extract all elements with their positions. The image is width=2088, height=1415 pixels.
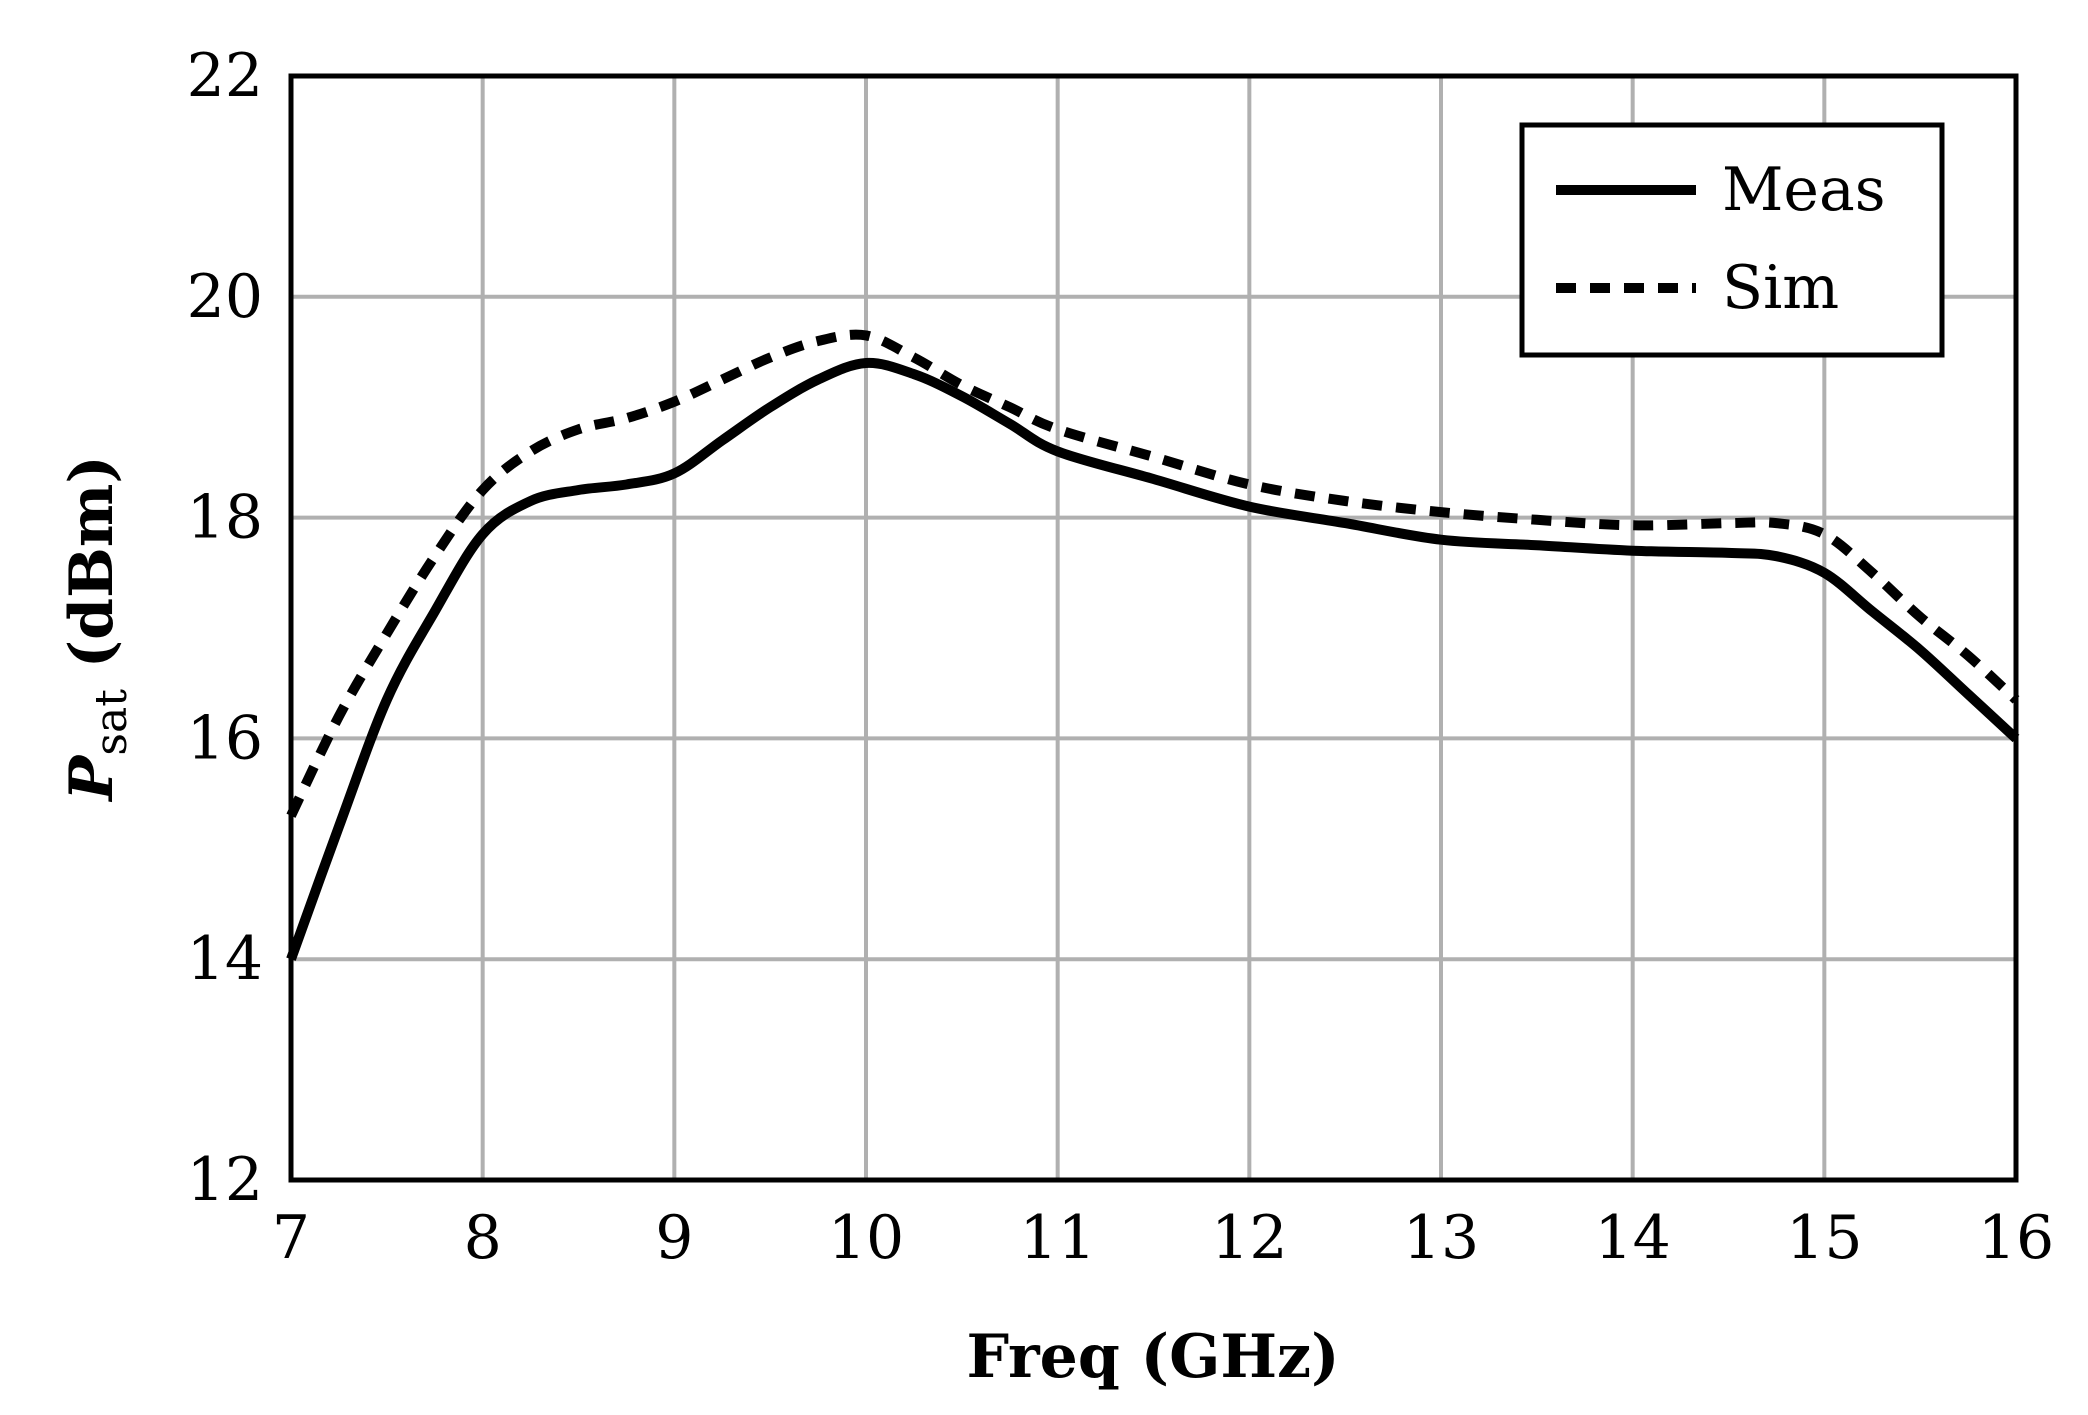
y-tick-label: 20 (187, 262, 263, 332)
x-tick-label: 11 (1019, 1203, 1095, 1273)
y-axis-unit: (dBm) (57, 455, 127, 689)
y-axis-title: Psat (dBm) (57, 455, 137, 802)
y-tick-label: 22 (187, 41, 263, 111)
y-axis-symbol: P (57, 754, 127, 803)
x-tick-label: 15 (1786, 1203, 1862, 1273)
y-axis-subscript: sat (86, 689, 137, 756)
x-tick-label: 7 (272, 1203, 310, 1273)
x-tick-label: 8 (464, 1203, 502, 1273)
y-tick-labels: 12 14 16 18 20 22 (187, 41, 263, 1215)
x-tick-label: 16 (1978, 1203, 2054, 1273)
x-tick-label: 12 (1211, 1203, 1287, 1273)
legend: Meas Sim (1519, 122, 1945, 358)
y-tick-label: 14 (187, 924, 263, 994)
x-tick-labels: 7 8 9 10 11 12 13 14 15 16 (272, 1203, 2054, 1273)
plot-frame (288, 73, 2019, 1183)
y-tick-label: 16 (187, 703, 263, 773)
x-tick-label: 9 (655, 1203, 693, 1273)
x-axis-title: Freq (GHz) (967, 1322, 1340, 1392)
legend-box (1519, 122, 1945, 358)
x-tick-label: 10 (828, 1203, 904, 1273)
series-lines (286, 329, 2020, 961)
legend-meas-label: Meas (1722, 155, 1886, 225)
legend-sim-label: Sim (1722, 253, 1839, 323)
y-tick-label: 18 (187, 483, 263, 553)
x-tick-label: 14 (1594, 1203, 1670, 1273)
y-tick-label: 12 (187, 1145, 263, 1215)
series-meas-line (286, 357, 2020, 961)
series-sim-line (286, 329, 2020, 818)
x-tick-label: 13 (1403, 1203, 1479, 1273)
